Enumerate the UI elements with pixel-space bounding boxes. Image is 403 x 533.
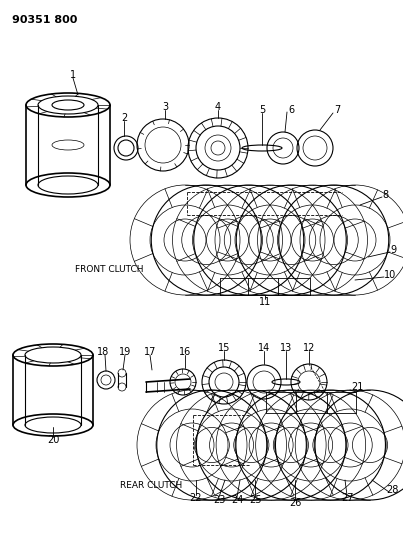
Text: 10: 10 bbox=[384, 270, 396, 280]
Text: 22: 22 bbox=[190, 493, 202, 503]
Text: 19: 19 bbox=[119, 347, 131, 357]
Text: 6: 6 bbox=[288, 105, 294, 115]
Text: 11: 11 bbox=[259, 297, 271, 307]
Text: REAR CLUTCH: REAR CLUTCH bbox=[120, 481, 182, 489]
Text: 3: 3 bbox=[162, 102, 168, 112]
Text: 25: 25 bbox=[249, 495, 261, 505]
Text: 16: 16 bbox=[179, 347, 191, 357]
Text: 8: 8 bbox=[382, 190, 388, 200]
Text: 18: 18 bbox=[97, 347, 109, 357]
Text: 5: 5 bbox=[259, 105, 265, 115]
Text: 12: 12 bbox=[303, 343, 315, 353]
Text: FRONT CLUTCH: FRONT CLUTCH bbox=[75, 265, 143, 274]
Text: 9: 9 bbox=[390, 245, 396, 255]
Text: 1: 1 bbox=[70, 70, 76, 80]
Text: 21: 21 bbox=[351, 382, 363, 392]
Text: 26: 26 bbox=[289, 498, 301, 508]
Text: 27: 27 bbox=[341, 493, 353, 503]
Text: 4: 4 bbox=[215, 102, 221, 112]
Text: 90351 800: 90351 800 bbox=[12, 15, 77, 25]
Text: 13: 13 bbox=[280, 343, 292, 353]
Text: 24: 24 bbox=[231, 495, 243, 505]
Text: 20: 20 bbox=[47, 435, 59, 445]
Text: 2: 2 bbox=[121, 113, 127, 123]
Text: 28: 28 bbox=[386, 485, 398, 495]
Text: 15: 15 bbox=[218, 343, 230, 353]
Text: 7: 7 bbox=[334, 105, 340, 115]
Text: 17: 17 bbox=[144, 347, 156, 357]
Text: 23: 23 bbox=[213, 495, 225, 505]
Text: 14: 14 bbox=[258, 343, 270, 353]
